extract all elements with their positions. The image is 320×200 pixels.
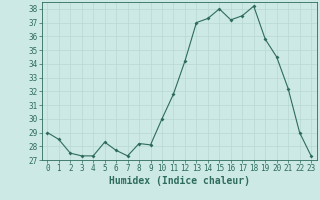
X-axis label: Humidex (Indice chaleur): Humidex (Indice chaleur) (109, 176, 250, 186)
